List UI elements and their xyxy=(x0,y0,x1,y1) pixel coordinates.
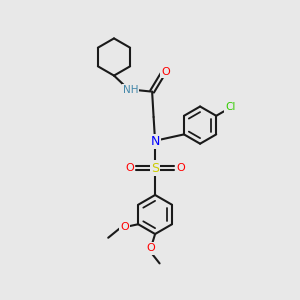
Text: O: O xyxy=(161,67,170,77)
Text: Cl: Cl xyxy=(225,102,236,112)
Text: O: O xyxy=(120,222,129,232)
Text: O: O xyxy=(176,163,185,173)
Text: S: S xyxy=(151,161,159,175)
Text: O: O xyxy=(146,243,155,254)
Text: N: N xyxy=(150,135,160,148)
Text: O: O xyxy=(125,163,134,173)
Text: NH: NH xyxy=(123,85,138,95)
